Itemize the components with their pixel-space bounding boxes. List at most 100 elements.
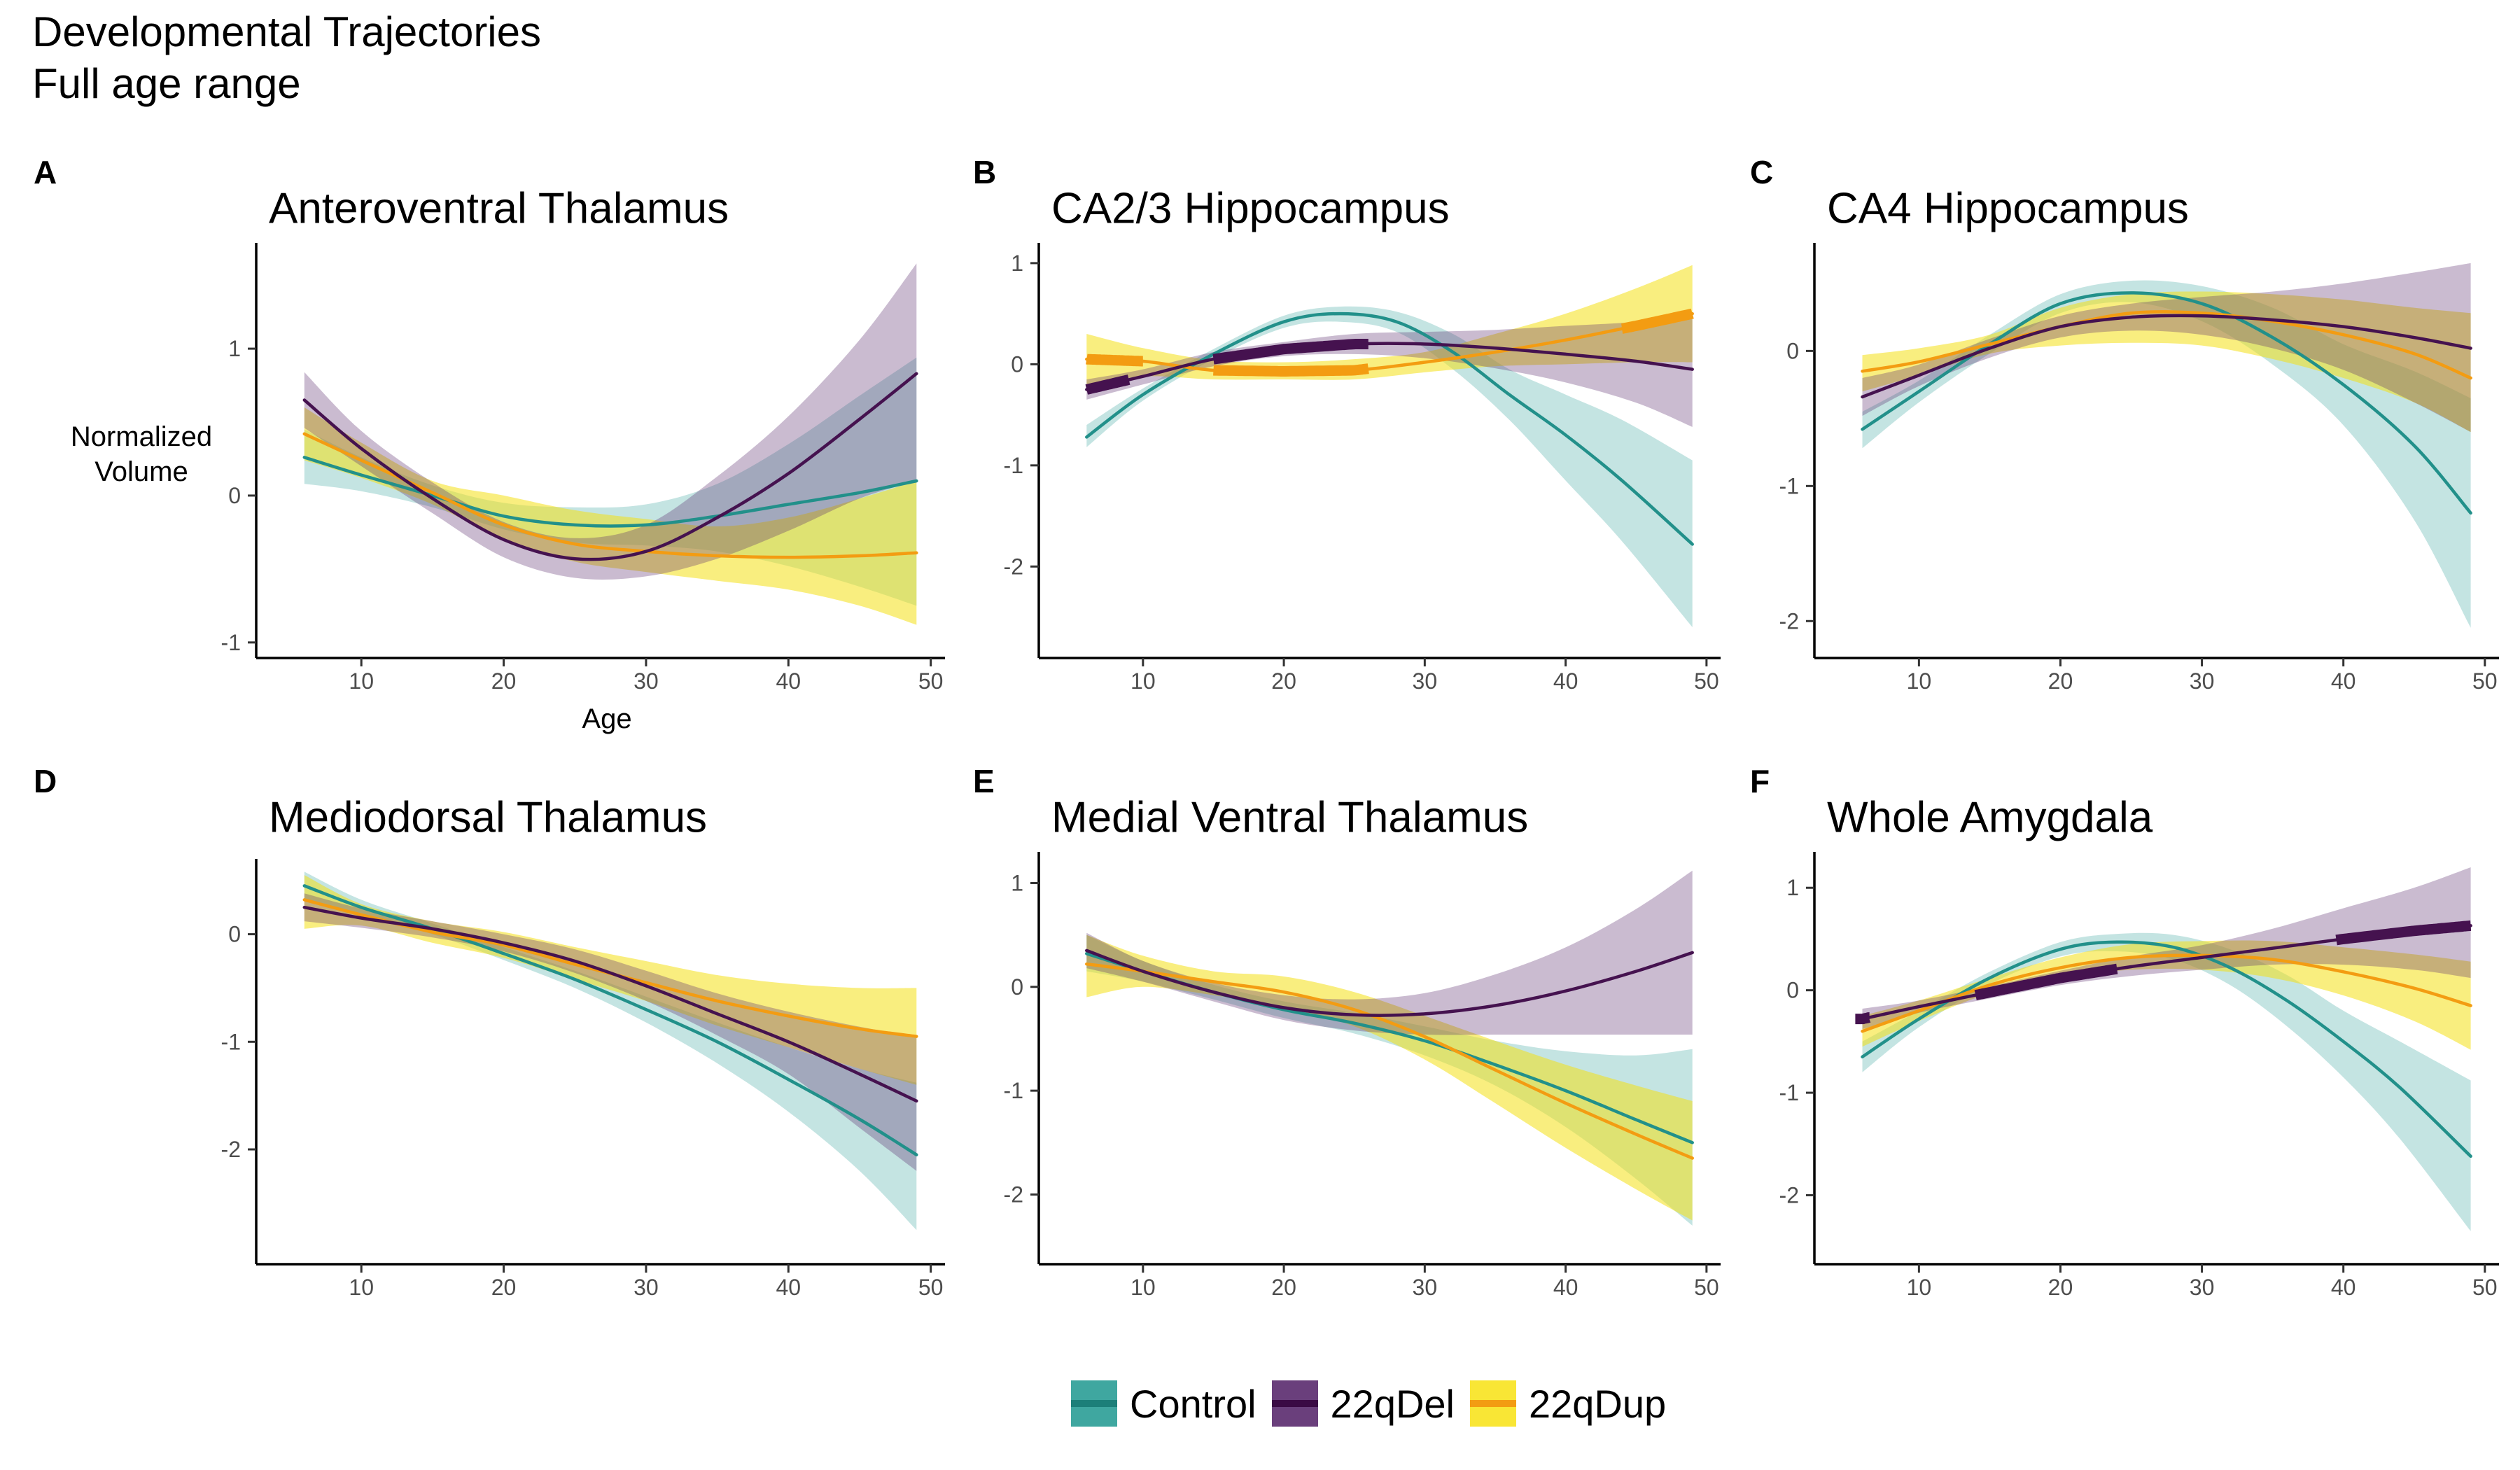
x-tick-label: 40 [2331, 668, 2356, 694]
y-tick-label: 1 [1011, 870, 1023, 895]
x-tick-label: 20 [491, 1275, 517, 1300]
legend-label-22qdup: 22qDup [1529, 1381, 1667, 1426]
panel-c-ca4-hippocampus: C CA4 Hippocampus 10 20 30 40 50 -2 -1 0 [1750, 133, 2520, 749]
plot-area [1085, 870, 1694, 1226]
x-tick-label: 50 [2472, 668, 2498, 694]
x-tick-label: 30 [1413, 668, 1438, 694]
y-tick-label: 0 [1786, 338, 1799, 363]
panel-svg: E Medial Ventral Thalamus 10 20 30 40 50 -2 -1 0 1 [973, 763, 1721, 1300]
panel-title: Medial Ventral Thalamus [1051, 793, 1528, 841]
x-tick-label: 20 [2048, 1275, 2073, 1300]
legend-label-control: Control [1130, 1381, 1256, 1426]
plot-area [302, 263, 918, 625]
trend-line-control [302, 884, 918, 1156]
x-tick-label: 30 [1413, 1275, 1438, 1300]
x-tick-label: 20 [1271, 1275, 1296, 1300]
y-tick-label: -2 [1004, 1182, 1023, 1207]
x-tick-label: 50 [918, 1275, 944, 1300]
plot-area [1085, 265, 1694, 627]
y-tick-label: -1 [221, 630, 241, 655]
legend-key-control [1071, 1380, 1117, 1427]
trend-line-22qdup [1861, 310, 2472, 380]
panel-svg: C CA4 Hippocampus 10 20 30 40 50 -2 -1 0 [1750, 154, 2499, 694]
y-tick-label: 0 [1011, 974, 1023, 1000]
legend-item-control: Control [1071, 1380, 1256, 1427]
ci-band-control [1086, 306, 1693, 627]
x-tick-label: 50 [1694, 668, 1719, 694]
plot-area [302, 872, 918, 1231]
plot-area [1855, 867, 2472, 1231]
x-tick-label: 10 [349, 668, 374, 694]
y-tick-label: 1 [1011, 251, 1023, 276]
trend-line-22qdel [1861, 314, 2472, 399]
legend: Control 22qDel 22qDup [1071, 1372, 1681, 1435]
trend-line-22qdel [302, 372, 918, 561]
x-tick-label: 30 [634, 668, 659, 694]
x-tick-label: 20 [491, 668, 517, 694]
y-tick-label: -1 [1004, 1078, 1023, 1103]
panel-e-medial-ventral-thalamus: E Medial Ventral Thalamus 10 20 30 40 50 -2 -1 0 1 [973, 742, 1750, 1316]
panel-letter: D [34, 763, 57, 799]
x-tick-label: 10 [1907, 668, 1932, 694]
panel-title: Mediodorsal Thalamus [269, 793, 707, 841]
legend-key-22qdel [1271, 1380, 1318, 1427]
panel-svg: D Mediodorsal Thalamus 10 20 30 40 50 -2 -1 0 [34, 763, 945, 1300]
trend-line-22qdel [302, 905, 918, 1103]
x-tick-label: 30 [634, 1275, 659, 1300]
ci-band-22qdup [304, 407, 917, 625]
ci-band-22qdup [1086, 265, 1693, 387]
x-tick-label: 10 [1130, 1275, 1156, 1300]
significant-segment-22qdel [2335, 920, 2472, 946]
panel-letter: C [1750, 154, 1773, 190]
panel-svg: B CA2/3 Hippocampus 10 20 30 40 50 -2 -1 0 1 [973, 154, 1721, 694]
y-axis-label-line: Volume [94, 456, 188, 487]
legend-key-22qdup [1470, 1380, 1516, 1427]
y-tick-label: 0 [1786, 978, 1799, 1003]
x-tick-label: 40 [776, 668, 801, 694]
x-tick-label: 40 [2331, 1275, 2356, 1300]
ci-band-22qdel [304, 893, 917, 1171]
trend-line-22qdup [1085, 312, 1694, 373]
trend-line-22qdup [1861, 953, 2472, 1033]
panel-title: Anteroventral Thalamus [269, 184, 729, 232]
figure-title: Developmental Trajectories [32, 8, 542, 55]
y-tick-label: -1 [1779, 473, 1799, 498]
x-tick-label: 50 [2472, 1275, 2498, 1300]
x-tick-label: 10 [1130, 668, 1156, 694]
x-tick-label: 30 [2190, 668, 2215, 694]
y-tick-label: 1 [1786, 875, 1799, 900]
trend-line-22qdel [1085, 342, 1694, 391]
y-tick-label: -1 [221, 1029, 241, 1054]
x-tick-label: 10 [349, 1275, 374, 1300]
x-tick-label: 50 [918, 668, 944, 694]
trend-line-control [1861, 940, 2472, 1158]
y-tick-label: -2 [221, 1137, 241, 1162]
panel-a-anteroventral-thalamus: A Anteroventral Thalamus 10 20 30 40 50 -1 0 1 Age… [0, 133, 973, 749]
x-tick-label: 40 [776, 1275, 801, 1300]
y-tick-label: -1 [1004, 453, 1023, 478]
trend-line-22qdel [1085, 948, 1694, 1017]
y-tick-label: -1 [1779, 1080, 1799, 1105]
plot-area [1861, 262, 2472, 628]
significant-segment-22qdel [1212, 338, 1368, 365]
figure-subtitle: Full age range [32, 60, 301, 107]
x-tick-label: 10 [1907, 1275, 1932, 1300]
x-axis-label: Age [582, 704, 631, 734]
ci-band-22qdup [1086, 934, 1693, 1221]
ci-band-22qdel [1862, 262, 2471, 433]
y-tick-label: 0 [228, 483, 241, 508]
significant-segment-22qdup [1213, 363, 1369, 377]
y-tick-label: -2 [1779, 1182, 1799, 1208]
significant-segment-22qdel [1085, 374, 1130, 395]
panel-b-ca23-hippocampus: B CA2/3 Hippocampus 10 20 30 40 50 -2 -1 0 1 [973, 133, 1750, 749]
ci-band-control [1862, 932, 2471, 1231]
panel-title: Whole Amygdala [1827, 793, 2153, 841]
trend-line-control [1861, 291, 2472, 515]
panel-svg: F Whole Amygdala 10 20 30 40 50 -2 -1 0 1 [1750, 763, 2499, 1300]
legend-label-22qdel: 22qDel [1330, 1381, 1455, 1426]
ci-band-22qdel [304, 263, 917, 580]
x-tick-label: 40 [1553, 668, 1578, 694]
y-tick-label: -2 [1779, 608, 1799, 634]
y-tick-label: 0 [1011, 351, 1023, 377]
significant-segment-22qdup [1620, 308, 1694, 334]
